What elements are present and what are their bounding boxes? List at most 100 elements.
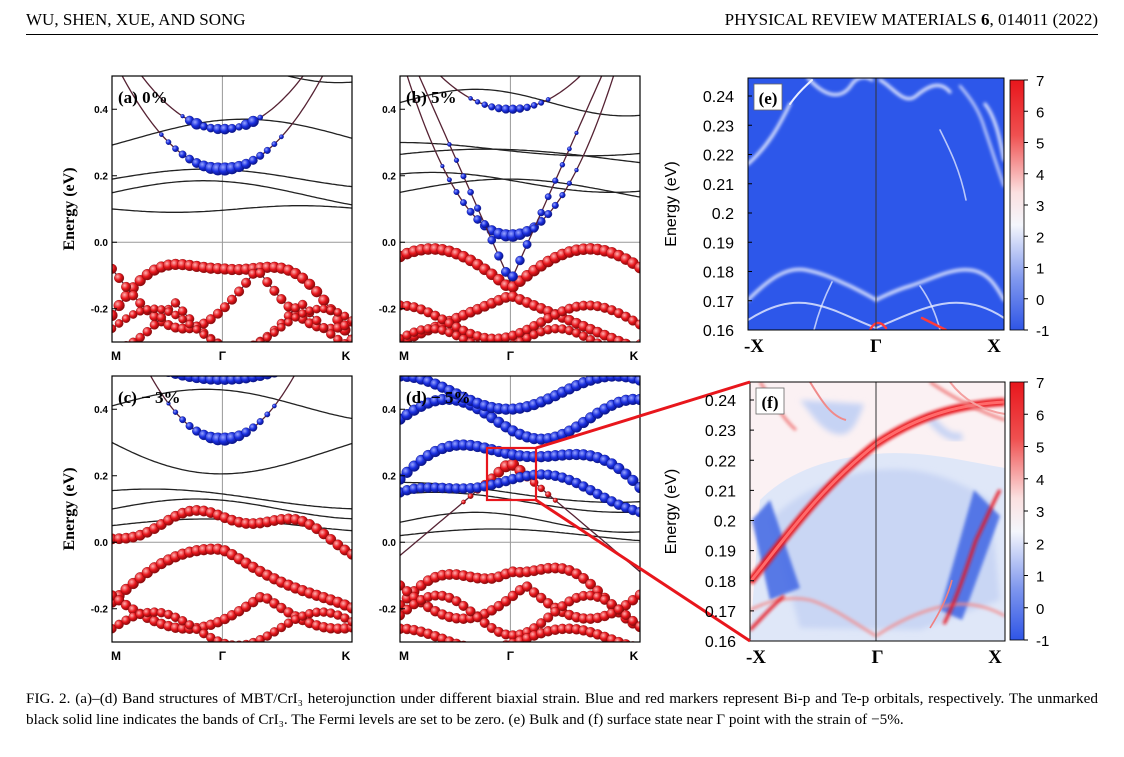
bi-p-band-marker	[530, 102, 538, 109]
bi-p-band-marker	[278, 134, 284, 140]
te-p-band-marker	[113, 299, 125, 312]
te-p-band-marker	[635, 339, 640, 342]
panel-f-axes: 0.24 0.23 0.22 0.21 0.2 0.19 0.18 0.17 0.16 Energ…	[663, 375, 1049, 668]
bi-p-band-marker	[135, 356, 146, 367]
panel-e-label-box	[753, 83, 783, 111]
te-p-band-marker	[634, 589, 640, 600]
energy-tick-label: 0.22	[703, 148, 734, 165]
band-y-axis-label: Energy (eV)	[61, 467, 78, 550]
energy-tick-label: 0.16	[703, 323, 734, 340]
panel-c-label: (c) − 3%	[118, 388, 181, 407]
colorbar-tick-label: 1	[1036, 261, 1044, 278]
panel-e-bulk-state	[747, 77, 1005, 331]
te-p-band-marker	[607, 343, 616, 352]
bi-p-band-marker	[156, 364, 167, 375]
te-p-band-marker	[578, 573, 589, 584]
te-p-band-marker	[593, 338, 603, 342]
te-p-band-marker	[269, 285, 280, 296]
te-p-band-marker	[235, 345, 243, 353]
panel-d-bands	[400, 376, 640, 642]
te-p-band-marker	[319, 304, 329, 314]
bi-p-band-marker	[241, 427, 251, 438]
te-p-band-marker	[128, 290, 139, 301]
k-tick-label: -X	[746, 647, 766, 668]
bi-p-band-marker	[256, 418, 264, 426]
energy-tick-label: 0.2	[714, 514, 736, 531]
te-p-band-marker	[114, 619, 124, 630]
colorbar-tick-label: 6	[1036, 104, 1044, 121]
energy-tick-label: 0.19	[703, 235, 734, 252]
panel-d-label: (d) − 5%	[406, 388, 470, 407]
te-p-band-marker	[192, 325, 201, 334]
te-p-band-marker	[170, 298, 181, 308]
bi-p-band-marker	[522, 240, 532, 249]
bi-p-band-marker	[500, 266, 511, 277]
panel-f-frame	[749, 381, 1006, 642]
x-tick-label: Γ	[219, 349, 227, 363]
te-p-band-marker	[333, 308, 343, 317]
y-tick-label: -0.2	[91, 604, 109, 615]
bi-p-band-marker	[227, 123, 237, 133]
te-p-band-marker	[480, 343, 489, 352]
te-p-band-marker	[340, 339, 350, 342]
te-p-band-marker	[620, 338, 631, 342]
bi-p-band-marker	[474, 99, 481, 105]
bi-p-band-marker	[467, 188, 474, 196]
te-p-band-marker	[304, 278, 316, 290]
te-p-band-marker	[164, 307, 173, 317]
te-p-band-marker	[228, 344, 237, 353]
bi-p-band-marker	[453, 157, 460, 163]
bi-p-band-marker	[257, 114, 264, 121]
te-p-band-marker	[178, 314, 187, 324]
panel-a-bands	[112, 76, 352, 353]
cri3-band-line	[112, 180, 352, 206]
zoom-box	[485, 446, 538, 502]
x-tick-label: K	[342, 349, 351, 363]
te-p-band-marker	[347, 617, 352, 627]
te-p-band-marker	[627, 615, 638, 626]
cri3-band-line	[112, 498, 352, 520]
panel-c-frame	[111, 375, 353, 643]
cri3-band-line	[400, 171, 640, 194]
bi-p-band-marker	[620, 468, 632, 480]
bi-p-band-marker	[121, 349, 132, 360]
colorbar-f	[1009, 381, 1025, 641]
energy-tick-label: 0.17	[703, 294, 734, 311]
bi-p-band-marker	[453, 188, 460, 195]
energy-tick-label: 0.21	[703, 177, 734, 194]
panel-b-band-structure: 0.4 0.2 0.0 -0.2 M Γ K (b) 5%	[379, 75, 641, 363]
te-p-band-marker	[602, 341, 608, 342]
te-p-band-marker	[311, 286, 323, 298]
band-y-axis-label: Energy (eV)	[61, 167, 78, 250]
te-p-band-marker	[613, 604, 624, 615]
bi-p-band-marker	[263, 146, 271, 154]
te-p-band-marker	[276, 294, 287, 305]
te-p-band-marker	[543, 612, 554, 623]
x-tick-label: M	[399, 349, 409, 363]
caption-text: (a)–(d) Band structures of MBT/CrI₃ hete…	[26, 690, 1098, 728]
te-p-band-marker	[585, 578, 596, 590]
te-p-band-marker	[205, 314, 216, 325]
colorbar-tick-label: 2	[1036, 536, 1044, 553]
energy-tick-label: 0.24	[705, 393, 736, 410]
energy-tick-label: 0.19	[705, 544, 736, 561]
k-tick-label: -X	[744, 336, 764, 357]
te-p-band-marker	[494, 344, 503, 353]
te-p-band-marker	[177, 616, 188, 626]
te-p-band-marker	[402, 604, 413, 615]
te-p-band-marker	[262, 333, 272, 342]
te-p-band-marker	[284, 317, 293, 327]
bi-p-band-marker	[523, 103, 531, 112]
te-p-band-marker	[234, 286, 245, 297]
panel-b-bands	[400, 76, 640, 353]
te-p-band-marker	[479, 617, 490, 628]
bi-p-band-marker	[551, 201, 559, 209]
bi-p-band-marker	[262, 376, 273, 380]
colorbar-tick-label: 7	[1036, 73, 1044, 90]
cri3-band-line	[112, 118, 352, 146]
bi-p-band-marker	[559, 162, 566, 168]
energy-tick-label: 0.2	[712, 206, 734, 223]
energy-tick-label: 0.17	[705, 604, 736, 621]
te-p-band-marker	[219, 302, 230, 313]
bi-p-band-marker	[559, 192, 566, 199]
